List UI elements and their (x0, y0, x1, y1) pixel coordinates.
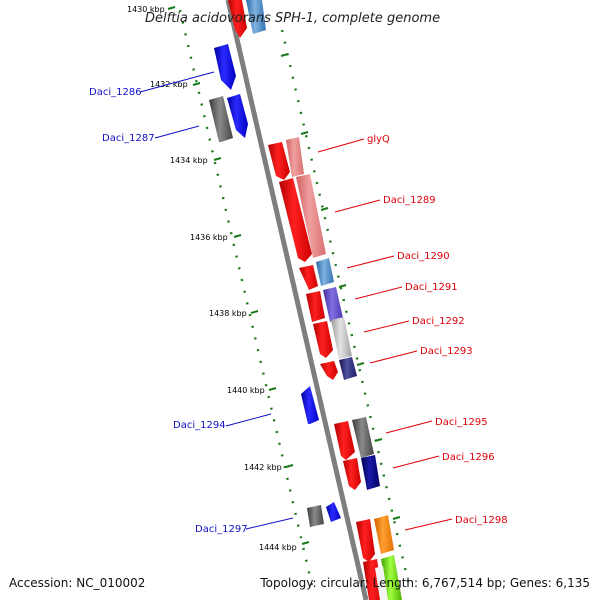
gene-label[interactable]: Daci_1287 (102, 133, 155, 144)
gene-arrow[interactable] (356, 519, 375, 562)
tick-label: 1434 kbp (170, 156, 208, 165)
gene-label[interactable]: Daci_1296 (442, 452, 495, 463)
gene-label[interactable]: Daci_1286 (89, 87, 142, 98)
leader-line (404, 518, 453, 531)
gene-arrow[interactable] (374, 515, 394, 554)
leader-line (354, 286, 403, 300)
gene-label[interactable]: Daci_1297 (195, 524, 248, 535)
gene-label[interactable]: Daci_1295 (435, 417, 488, 428)
tick-label: 1444 kbp (259, 543, 297, 552)
gene-arrow[interactable] (246, 0, 266, 34)
reverse-genes (268, 137, 402, 600)
gene-arrow[interactable] (316, 258, 334, 286)
gene-label[interactable]: Daci_1291 (405, 282, 458, 293)
tick-label: 1438 kbp (209, 309, 247, 318)
tick-label: 1440 kbp (227, 386, 265, 395)
map-title: Delftia acidovorans SPH-1, complete geno… (145, 11, 440, 26)
gene-arrow[interactable] (343, 458, 361, 490)
gene-arrow[interactable] (279, 178, 312, 262)
leader-line (139, 71, 215, 93)
left-labels: Daci_1286 Daci_1287 Daci_1294 Daci_1297 (89, 71, 294, 535)
right-labels: glyQ Daci_1289 Daci_1290 Daci_1291 Daci_… (317, 134, 508, 531)
gene-arrow[interactable] (361, 455, 380, 490)
leader-line (317, 138, 365, 153)
tick-mark (213, 157, 222, 161)
tick-mark (233, 234, 242, 238)
gene-label[interactable]: Daci_1290 (397, 251, 450, 262)
tick-mark (192, 82, 201, 86)
gene-arrow[interactable] (227, 94, 248, 138)
accession-text: Accession: NC_010002 (9, 576, 146, 590)
tick-group: 1430 kbp 1432 kbp 1434 kbp 1436 kbp 1438… (127, 5, 310, 552)
leader-line (334, 199, 381, 213)
gene-label[interactable]: Daci_1292 (412, 316, 465, 327)
tick-label: 1442 kbp (244, 463, 282, 472)
gene-arrow[interactable] (228, 0, 247, 38)
gene-arrow[interactable] (307, 505, 324, 527)
leader-line (245, 517, 294, 530)
gene-arrow[interactable] (352, 417, 374, 458)
gene-arrow[interactable] (214, 44, 236, 90)
gene-label[interactable]: Daci_1289 (383, 195, 436, 206)
gene-arrow[interactable] (299, 265, 318, 290)
tick-label: 1436 kbp (190, 233, 228, 242)
right-tick-group (280, 53, 401, 520)
gene-arrow[interactable] (323, 287, 343, 322)
gene-arrow[interactable] (306, 291, 325, 322)
genome-backbone (225, 0, 369, 600)
leader-line (363, 320, 410, 333)
gene-arrow[interactable] (331, 317, 352, 359)
gene-label[interactable]: glyQ (367, 134, 390, 145)
gene-label[interactable]: Daci_1294 (173, 420, 226, 431)
leader-line (392, 455, 440, 469)
gene-arrow[interactable] (334, 421, 355, 460)
gene-arrow[interactable] (375, 566, 388, 600)
tick-mark (268, 387, 277, 391)
gene-arrow[interactable] (268, 142, 290, 180)
genome-summary-text: Topology: circular; Length: 6,767,514 bp… (260, 576, 590, 590)
gene-arrow[interactable] (301, 386, 319, 424)
gene-arrow[interactable] (313, 321, 333, 358)
leader-line (154, 125, 200, 139)
leader-line (225, 413, 272, 427)
forward-genes (209, 44, 341, 527)
gene-label[interactable]: Daci_1298 (455, 515, 508, 526)
gene-label[interactable]: Daci_1293 (420, 346, 473, 357)
tick-mark (285, 464, 294, 468)
gene-arrow[interactable] (286, 137, 304, 177)
leader-line (346, 255, 395, 269)
leader-line (385, 420, 433, 434)
tick-label: 1430 kbp (127, 5, 165, 14)
gene-arrow[interactable] (209, 96, 233, 142)
gene-arrow[interactable] (326, 502, 341, 522)
gene-arrow[interactable] (339, 357, 357, 380)
tick-mark (301, 541, 310, 545)
gene-arrow[interactable] (320, 361, 338, 380)
tick-mark (167, 6, 176, 10)
leader-line (369, 350, 418, 364)
gene-arrow[interactable] (296, 174, 326, 258)
left-guide-track (178, 9, 315, 591)
tick-mark (250, 310, 259, 314)
top-partial-genes (228, 0, 266, 38)
